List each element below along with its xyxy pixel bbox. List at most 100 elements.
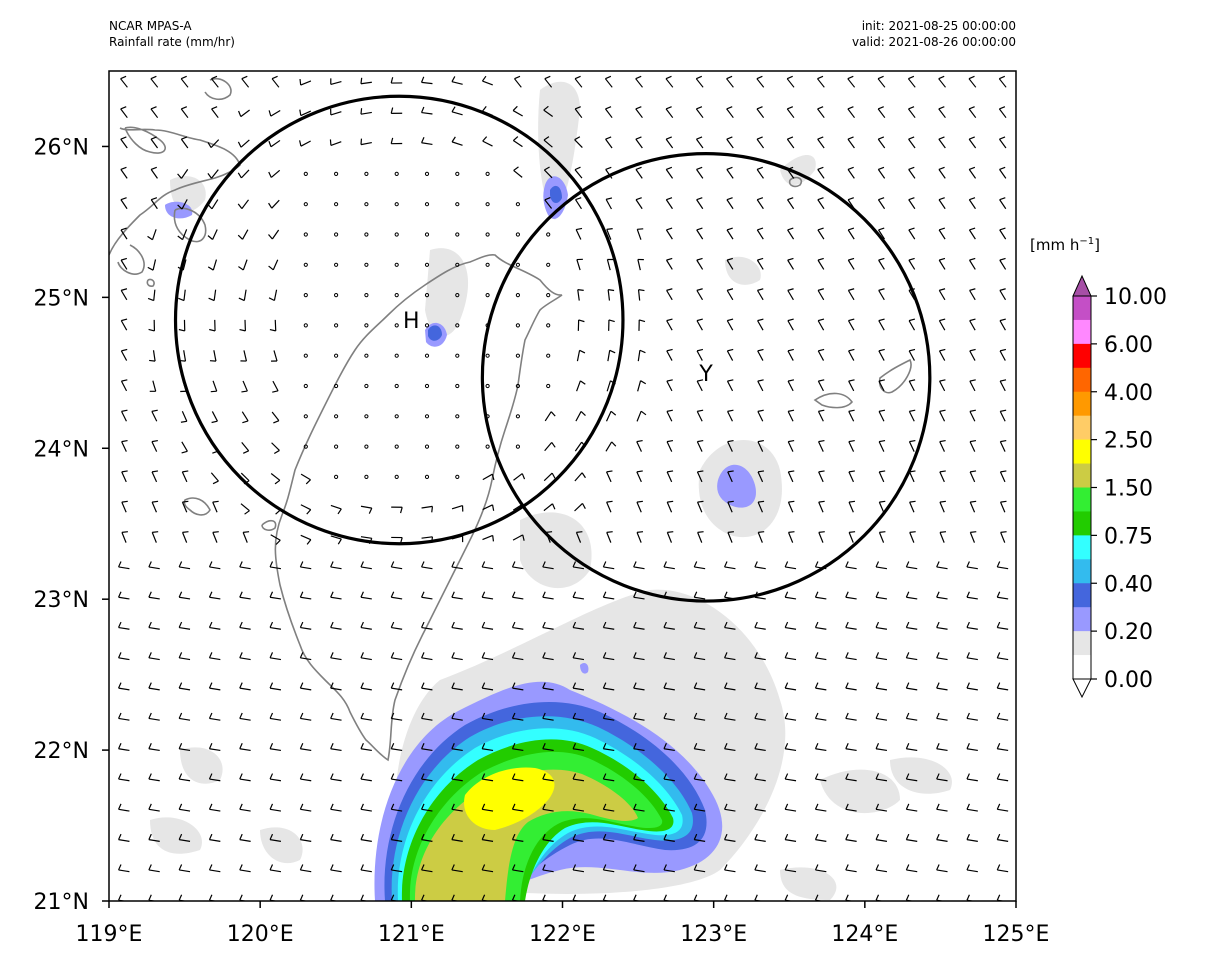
wind-barb <box>1000 531 1007 543</box>
wind-barb <box>936 591 948 600</box>
wind-barb <box>877 106 886 119</box>
wind-barb <box>848 439 855 452</box>
wind-barb <box>968 257 976 270</box>
wind-barb <box>212 500 219 513</box>
wind-barb <box>847 288 855 301</box>
wind-barb <box>636 531 644 543</box>
wind-barb <box>241 380 248 393</box>
wind-barb <box>148 652 160 661</box>
wind-barb <box>635 197 643 210</box>
wind-barb <box>237 139 250 148</box>
wind-barb <box>754 773 766 782</box>
wind-barb <box>303 232 308 237</box>
wind-barb <box>121 470 128 483</box>
wind-barb <box>905 743 918 752</box>
wind-barb <box>936 803 948 812</box>
wind-barb <box>485 293 490 298</box>
wind-barb <box>178 743 191 752</box>
wind-barb <box>966 682 978 691</box>
wind-barb <box>845 864 857 873</box>
wind-barb <box>303 444 308 449</box>
wind-barb <box>147 259 157 271</box>
wind-barb <box>238 109 250 118</box>
wind-barb <box>756 257 764 270</box>
wind-barb <box>936 682 948 691</box>
wind-barb <box>847 75 856 88</box>
wind-barb <box>151 409 158 422</box>
wind-barb <box>515 202 521 207</box>
wind-barb <box>999 500 1007 513</box>
wind-barb <box>515 262 521 267</box>
wind-barb <box>330 561 342 570</box>
wind-barb <box>574 502 586 512</box>
circle-h <box>173 94 625 546</box>
wind-barb <box>938 348 946 361</box>
wind-barb <box>147 289 156 302</box>
wind-barb <box>636 470 643 483</box>
wind-barb <box>482 136 493 147</box>
wind-barb <box>635 136 643 149</box>
wind-barb <box>515 414 521 419</box>
wind-barb <box>938 318 946 331</box>
wind-barb <box>693 864 706 873</box>
wind-barb <box>607 349 616 362</box>
wind-barb <box>726 257 734 270</box>
wind-barb <box>394 383 399 389</box>
wind-barb <box>999 348 1007 361</box>
wind-barb <box>607 289 615 301</box>
wind-barb <box>330 743 342 752</box>
wind-barb <box>118 652 130 661</box>
wind-barb <box>150 136 159 149</box>
wind-barb <box>663 864 675 873</box>
colorbar-segment <box>1073 439 1091 465</box>
lat-tick-label: 26°N <box>34 135 89 160</box>
wind-barb <box>602 682 615 691</box>
wind-barb <box>939 409 946 422</box>
wind-barb <box>999 318 1006 331</box>
wind-barb <box>574 136 583 148</box>
wind-barb <box>848 379 855 392</box>
wind-barb <box>485 444 490 449</box>
wind-barb <box>724 652 736 661</box>
colorbar-label: 0.40 <box>1104 572 1153 597</box>
wind-barb <box>936 712 948 721</box>
wind-barb <box>364 474 369 479</box>
wind-barb <box>637 380 647 392</box>
wind-barb <box>421 864 433 873</box>
wind-barb <box>151 500 159 513</box>
wind-barb <box>784 833 797 842</box>
wind-barb <box>693 712 706 721</box>
lon-tick-label: 122°E <box>529 922 596 947</box>
wind-barb <box>693 682 706 691</box>
wind-barb <box>999 227 1007 240</box>
wind-barb <box>330 504 342 515</box>
wind-barb <box>606 531 613 543</box>
wind-barb <box>756 166 764 179</box>
wind-barb <box>178 833 191 842</box>
wind-barb <box>602 621 615 630</box>
iriomote-coast <box>878 358 912 394</box>
wind-barb <box>485 171 490 176</box>
wind-barb <box>394 474 399 479</box>
wind-barb <box>969 379 976 392</box>
wind-barb <box>847 106 856 119</box>
wind-barb <box>996 712 1009 721</box>
colorbar-unit: [mm h−1] <box>1030 236 1100 254</box>
wind-barb <box>482 504 495 511</box>
wind-barb <box>394 171 399 176</box>
wind-barb <box>572 712 585 721</box>
wind-barb <box>606 258 614 271</box>
wind-barb <box>726 227 734 240</box>
wind-barb <box>394 232 399 237</box>
wind-barb <box>726 348 734 361</box>
wind-barb <box>542 833 554 842</box>
model-name: NCAR MPAS-A <box>109 19 192 33</box>
wind-barb <box>814 864 827 873</box>
colorbar-segment <box>1073 655 1091 680</box>
wind-barb <box>939 531 947 543</box>
wind-barb <box>360 505 373 514</box>
wind-barb <box>210 472 219 485</box>
colorbar-segment <box>1073 511 1091 536</box>
wind-barb <box>148 773 160 782</box>
wind-barb <box>269 561 282 570</box>
